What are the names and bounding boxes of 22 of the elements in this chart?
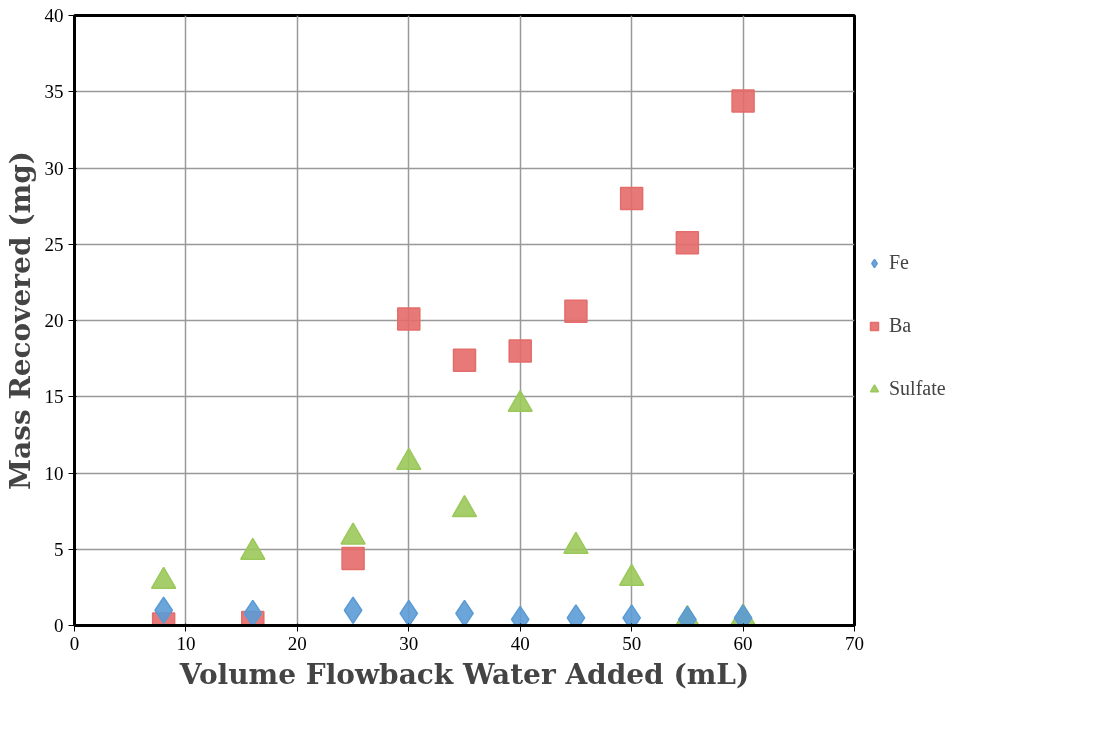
y-tick-label: 10	[44, 462, 64, 484]
y-tick-label: 5	[54, 538, 64, 560]
y-tick-label: 20	[44, 310, 64, 331]
legend-label: Sulfate	[889, 377, 946, 400]
x-tick-label: 40	[510, 632, 530, 654]
y-axis-title: Mass Recovered (mg)	[3, 151, 37, 490]
y-tick-label: 15	[44, 386, 64, 408]
x-tick-label: 20	[287, 632, 307, 654]
x-tick-label: 30	[399, 632, 419, 654]
y-tick-label: 25	[44, 233, 64, 255]
x-tick-label: 70	[845, 632, 864, 654]
x-tick-label: 0	[69, 632, 80, 654]
x-axis-title: Volume Flowback Water Added (mL)	[178, 657, 750, 691]
legend-label: Ba	[889, 314, 912, 337]
y-tick-label: 35	[44, 81, 64, 103]
y-tick-label: 0	[54, 615, 64, 636]
x-tick-label: 60	[733, 632, 753, 654]
legend-label: Fe	[889, 251, 909, 274]
y-tick-label: 40	[44, 5, 64, 26]
x-tick-label: 50	[622, 632, 642, 654]
x-tick-label: 10	[176, 632, 196, 654]
y-tick-label: 30	[44, 157, 64, 179]
